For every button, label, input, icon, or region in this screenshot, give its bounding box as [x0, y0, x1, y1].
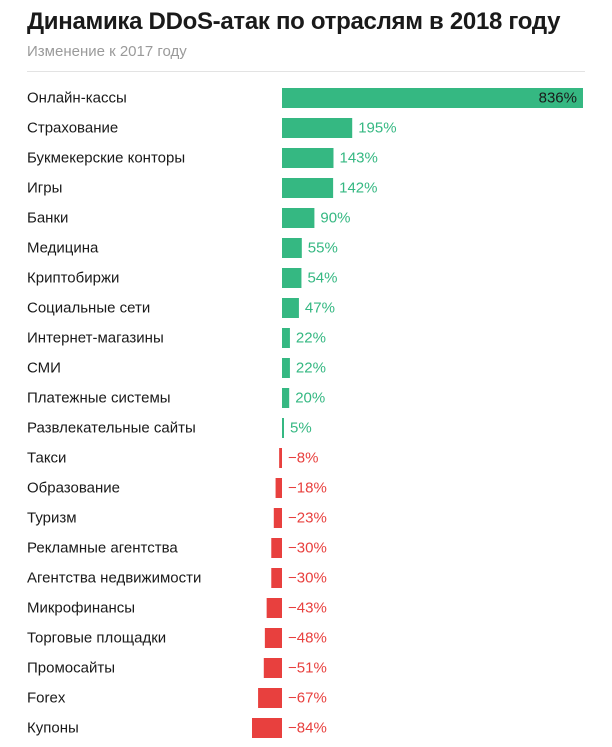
value-label: −67%	[288, 690, 327, 707]
value-label: 195%	[358, 120, 396, 137]
bar	[282, 268, 302, 288]
bar	[282, 358, 290, 378]
value-label: 5%	[290, 420, 312, 437]
value-label: 22%	[296, 330, 326, 347]
category-label: Криптобиржи	[27, 270, 119, 287]
value-label: 143%	[339, 150, 377, 167]
category-label: Торговые площадки	[27, 630, 166, 647]
bar	[252, 718, 282, 738]
category-label: Агентства недвижимости	[27, 570, 201, 587]
value-label: −23%	[288, 510, 327, 527]
value-label: 142%	[339, 180, 377, 197]
category-label: Forex	[27, 690, 66, 707]
bar	[279, 448, 282, 468]
value-label: 55%	[308, 240, 338, 257]
bar	[264, 628, 282, 648]
bar	[271, 568, 282, 588]
category-label: Игры	[27, 180, 62, 197]
bar	[282, 178, 334, 198]
category-label: Рекламные агентства	[27, 540, 178, 557]
bar	[275, 478, 282, 498]
category-label: Купоны	[27, 720, 79, 737]
category-label: Онлайн-кассы	[27, 90, 127, 107]
category-label: Такси	[27, 450, 66, 467]
value-label: 20%	[295, 390, 325, 407]
value-label: −30%	[288, 570, 327, 587]
bar	[271, 538, 282, 558]
category-label: Банки	[27, 210, 68, 227]
bar	[282, 238, 302, 258]
bar	[282, 298, 299, 318]
value-label: 54%	[307, 270, 337, 287]
bar	[282, 328, 290, 348]
category-label: Образование	[27, 480, 120, 497]
bar	[282, 88, 583, 108]
chart-subtitle: Изменение к 2017 году	[27, 43, 187, 60]
category-label: Туризм	[27, 510, 77, 527]
category-label: Букмекерские конторы	[27, 150, 185, 167]
category-label: Страхование	[27, 120, 118, 137]
category-label: Развлекательные сайты	[27, 420, 196, 437]
bar	[266, 598, 282, 618]
bar	[258, 688, 282, 708]
category-label: Медицина	[27, 240, 99, 257]
value-label: −43%	[288, 600, 327, 617]
bar	[273, 508, 282, 528]
bar	[282, 388, 290, 408]
value-label: −18%	[288, 480, 327, 497]
value-label: 90%	[320, 210, 350, 227]
category-label: Микрофинансы	[27, 600, 135, 617]
value-label: −48%	[288, 630, 327, 647]
value-label: −84%	[288, 720, 327, 737]
value-label: −30%	[288, 540, 327, 557]
category-label: Промосайты	[27, 660, 115, 677]
category-label: Платежные системы	[27, 390, 171, 407]
header-divider	[27, 71, 585, 72]
bar	[282, 208, 315, 228]
category-label: СМИ	[27, 360, 61, 377]
value-label: 22%	[296, 360, 326, 377]
value-label: 47%	[305, 300, 335, 317]
bar	[282, 118, 353, 138]
value-label: −8%	[288, 450, 318, 467]
value-label: −51%	[288, 660, 327, 677]
chart-title: Динамика DDoS-атак по отраслям в 2018 го…	[27, 8, 561, 35]
value-label: 836%	[539, 90, 577, 107]
category-label: Социальные сети	[27, 300, 150, 317]
bar	[263, 658, 282, 678]
category-label: Интернет-магазины	[27, 330, 164, 347]
bar	[282, 418, 284, 438]
bar	[282, 148, 334, 168]
